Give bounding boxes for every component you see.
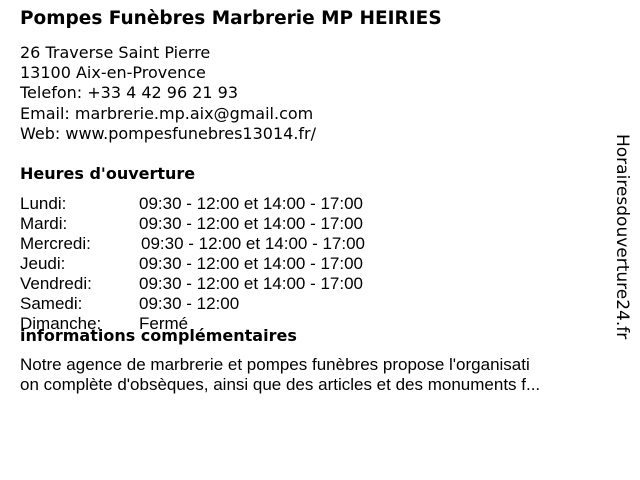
day-label: Jeudi: — [20, 254, 66, 273]
description-line: Notre agence de marbrerie et pompes funè… — [20, 355, 530, 374]
address-street: 26 Traverse Saint Pierre — [20, 43, 211, 62]
day-hours: 09:30 - 12:00 et 14:00 - 17:00 — [139, 194, 364, 213]
email: Email: marbrerie.mp.aix@gmail.com — [20, 103, 314, 123]
day-label: Mardi: — [20, 214, 68, 233]
day-hours: 09:30 - 12:00 et 14:00 - 17:00 — [139, 214, 364, 233]
watermark-text: Horairesdouverture24.fr — [612, 134, 632, 340]
description-line: on complète d'obsèques, ainsi que des ar… — [20, 375, 541, 394]
day-hours: 09:30 - 12:00 et 14:00 - 17:00 — [139, 254, 364, 273]
phone: Telefon: +33 4 42 96 21 93 — [20, 83, 239, 103]
day-hours: Fermé — [139, 314, 189, 333]
business-name: Pompes Funèbres Marbrerie MP HEIRIES — [20, 8, 442, 29]
day-hours: 09:30 - 12:00 — [139, 294, 240, 313]
day-hours: 09:30 - 12:00 et 14:00 - 17:00 — [139, 274, 364, 293]
day-label: Samedi: — [20, 294, 83, 313]
website: Web: www.pompesfunebres13014.fr/ — [20, 123, 317, 143]
hours-heading: Heures d'ouverture — [20, 164, 196, 183]
contact-block: 26 Traverse Saint Pierre 13100 Aix-en-Pr… — [20, 43, 316, 144]
day-label: Lundi: — [20, 194, 67, 213]
day-label: Vendredi: — [20, 274, 92, 293]
info-description: Notre agence de marbrerie et pompes funè… — [20, 355, 540, 395]
day-label: Dimanche: — [20, 314, 102, 333]
day-label: Mercredi: — [20, 234, 91, 253]
address-city: 13100 Aix-en-Provence — [20, 63, 206, 83]
info-heading: informations complémentaires — [20, 326, 297, 345]
day-hours: 09:30 - 12:00 et 14:00 - 17:00 — [141, 234, 366, 253]
